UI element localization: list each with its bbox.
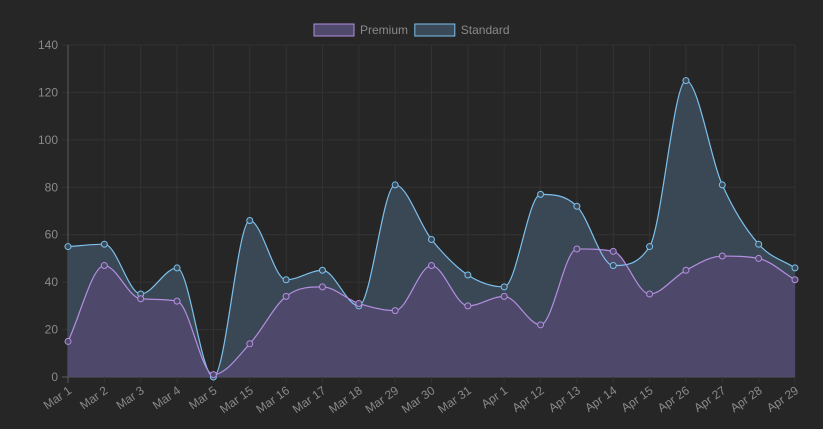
- x-tick-label: Apr 14: [582, 383, 619, 415]
- data-point-premium[interactable]: [391, 307, 399, 315]
- data-point-standard[interactable]: [718, 181, 726, 189]
- y-tick-label: 80: [45, 180, 59, 194]
- x-tick-label: Mar 2: [77, 383, 110, 412]
- x-tick-label: Mar 3: [114, 383, 147, 412]
- data-point-premium[interactable]: [537, 321, 545, 329]
- data-point-premium[interactable]: [428, 262, 435, 270]
- data-point-premium[interactable]: [755, 254, 763, 262]
- x-tick-label: Mar 29: [363, 383, 402, 416]
- data-point-premium[interactable]: [282, 292, 290, 300]
- data-point-premium[interactable]: [500, 292, 508, 300]
- x-tick-label: Mar 1: [41, 383, 74, 412]
- legend-label-standard: Standard: [461, 23, 510, 37]
- data-point-standard[interactable]: [791, 264, 799, 272]
- data-point-premium[interactable]: [173, 297, 181, 305]
- x-tick-label: Mar 17: [290, 383, 329, 416]
- data-point-standard[interactable]: [173, 264, 181, 272]
- x-tick-label: Mar 5: [186, 383, 219, 412]
- x-tick-label: Apr 15: [619, 383, 656, 415]
- y-tick-label: 20: [45, 323, 59, 337]
- data-point-premium[interactable]: [246, 340, 254, 348]
- data-point-premium[interactable]: [718, 252, 726, 260]
- x-tick-label: Mar 16: [253, 383, 292, 416]
- x-tick-label: Apr 1: [479, 383, 511, 411]
- legend: Premium Standard: [313, 23, 510, 37]
- legend-item-premium[interactable]: Premium: [313, 23, 408, 37]
- data-point-standard[interactable]: [500, 283, 508, 291]
- legend-swatch-premium: [313, 23, 355, 37]
- data-point-standard[interactable]: [573, 202, 581, 210]
- legend-swatch-standard: [414, 23, 456, 37]
- legend-label-premium: Premium: [360, 23, 408, 37]
- data-point-standard[interactable]: [246, 216, 254, 224]
- y-tick-label: 140: [38, 38, 58, 52]
- x-tick-label: Mar 15: [217, 383, 256, 416]
- data-point-premium[interactable]: [791, 276, 799, 284]
- x-tick-label: Apr 13: [546, 383, 583, 415]
- y-tick-label: 120: [38, 85, 58, 99]
- data-point-premium[interactable]: [464, 302, 472, 310]
- y-tick-label: 0: [51, 370, 58, 384]
- data-point-standard[interactable]: [646, 243, 654, 251]
- data-point-premium[interactable]: [137, 295, 145, 303]
- series-line-standard: [67, 79, 796, 378]
- data-point-standard[interactable]: [755, 240, 763, 248]
- x-tick-label: Mar 30: [399, 383, 438, 416]
- x-tick-label: Apr 28: [728, 383, 765, 415]
- data-point-standard[interactable]: [609, 262, 617, 270]
- x-tick-label: Apr 27: [691, 383, 728, 415]
- data-point-premium[interactable]: [682, 266, 690, 274]
- x-tick-label: Mar 18: [326, 383, 365, 416]
- x-tick-label: Apr 12: [510, 383, 547, 415]
- data-point-standard[interactable]: [682, 77, 690, 85]
- data-point-premium[interactable]: [318, 283, 326, 291]
- series-points: [64, 77, 799, 381]
- x-tick-label: Apr 29: [764, 383, 801, 415]
- y-tick-label: 100: [38, 133, 58, 147]
- y-tick-label: 40: [45, 275, 59, 289]
- data-point-premium[interactable]: [100, 262, 108, 270]
- x-tick-label: Apr 26: [655, 383, 692, 415]
- data-point-premium[interactable]: [573, 245, 581, 253]
- x-tick-label: Mar 4: [150, 383, 183, 412]
- data-point-standard[interactable]: [64, 243, 72, 251]
- data-point-standard[interactable]: [282, 276, 290, 284]
- data-point-standard[interactable]: [391, 181, 399, 189]
- data-point-standard[interactable]: [537, 190, 545, 198]
- y-tick-label: 60: [45, 228, 59, 242]
- data-point-premium[interactable]: [646, 290, 654, 298]
- data-point-premium[interactable]: [609, 247, 617, 255]
- data-point-premium[interactable]: [64, 337, 72, 345]
- data-point-premium[interactable]: [355, 299, 363, 307]
- data-point-premium[interactable]: [209, 371, 217, 379]
- x-tick-label: Mar 31: [435, 383, 474, 416]
- data-point-standard[interactable]: [428, 235, 435, 243]
- data-point-standard[interactable]: [464, 271, 472, 279]
- data-point-standard[interactable]: [100, 240, 108, 248]
- legend-item-standard[interactable]: Standard: [414, 23, 510, 37]
- data-point-standard[interactable]: [318, 266, 326, 274]
